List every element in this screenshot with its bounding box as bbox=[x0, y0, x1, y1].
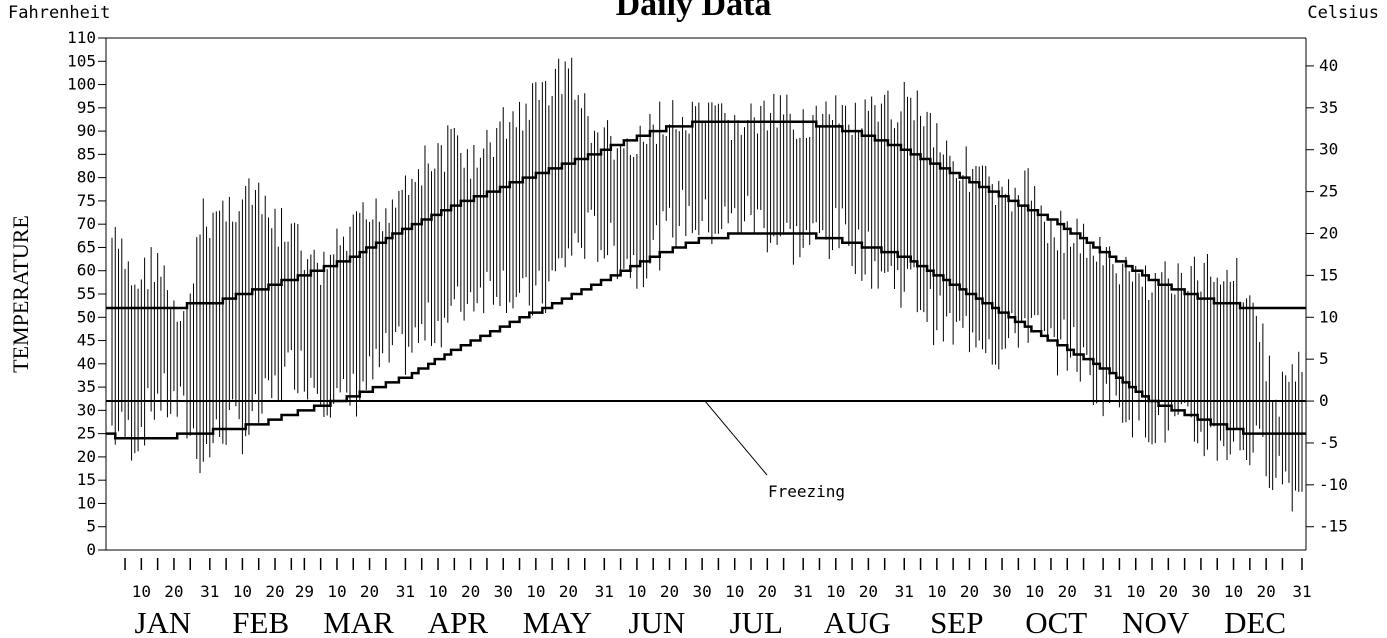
left-tick-label: 80 bbox=[77, 168, 96, 187]
left-tick-label: 35 bbox=[77, 377, 96, 396]
day-tick-label: 31 bbox=[200, 582, 219, 601]
day-tick-label: 31 bbox=[595, 582, 614, 601]
right-axis-unit-label: Celsius bbox=[1307, 3, 1379, 23]
left-tick-label: 70 bbox=[77, 214, 96, 233]
left-tick-label: 15 bbox=[77, 470, 96, 489]
day-tick-label: 20 bbox=[758, 582, 777, 601]
day-tick-label: 10 bbox=[428, 582, 447, 601]
month-label: FEB bbox=[232, 605, 289, 638]
day-tick-label: 10 bbox=[327, 582, 346, 601]
day-tick-label: 10 bbox=[233, 582, 252, 601]
month-label: AUG bbox=[824, 605, 891, 638]
day-tick-label: 20 bbox=[960, 582, 979, 601]
day-tick-label: 10 bbox=[627, 582, 646, 601]
left-tick-label: 90 bbox=[77, 121, 96, 140]
month-label: JAN bbox=[134, 605, 191, 638]
y-axis-title: TEMPERATURE bbox=[8, 215, 33, 373]
day-tick-label: 30 bbox=[1191, 582, 1210, 601]
right-tick-label: -5 bbox=[1319, 433, 1338, 452]
month-label: MAY bbox=[523, 605, 593, 638]
right-tick-label: -15 bbox=[1319, 517, 1348, 536]
freezing-label: Freezing bbox=[768, 482, 845, 501]
freezing-leader-line bbox=[704, 400, 768, 476]
day-tick-label: 31 bbox=[396, 582, 415, 601]
month-label: DEC bbox=[1224, 605, 1286, 638]
day-tick-label: 31 bbox=[1292, 582, 1311, 601]
day-tick-label: 20 bbox=[360, 582, 379, 601]
left-tick-label: 65 bbox=[77, 237, 96, 256]
day-tick-label: 10 bbox=[826, 582, 845, 601]
day-tick-label: 10 bbox=[1025, 582, 1044, 601]
left-tick-label: 55 bbox=[77, 284, 96, 303]
day-tick-label: 30 bbox=[992, 582, 1011, 601]
left-tick-label: 40 bbox=[77, 354, 96, 373]
axes bbox=[98, 37, 1314, 570]
day-tick-label: 10 bbox=[1126, 582, 1145, 601]
day-tick-label: 20 bbox=[859, 582, 878, 601]
right-tick-label: 35 bbox=[1319, 98, 1338, 117]
month-label: JUN bbox=[628, 605, 685, 638]
day-tick-label: 29 bbox=[295, 582, 314, 601]
left-tick-label: 105 bbox=[67, 51, 96, 70]
left-tick-label: 50 bbox=[77, 307, 96, 326]
day-tick-label: 31 bbox=[794, 582, 813, 601]
day-tick-label: 20 bbox=[164, 582, 183, 601]
right-tick-label: 25 bbox=[1319, 182, 1338, 201]
right-tick-label: 40 bbox=[1319, 56, 1338, 75]
right-tick-label: 30 bbox=[1319, 140, 1338, 159]
day-tick-label: 20 bbox=[1058, 582, 1077, 601]
day-tick-label: 30 bbox=[494, 582, 513, 601]
chart-title: Daily Data bbox=[615, 0, 772, 23]
left-axis-unit-label: Fahrenheit bbox=[8, 3, 111, 23]
day-tick-label: 20 bbox=[1159, 582, 1178, 601]
day-tick-label: 20 bbox=[559, 582, 578, 601]
left-tick-label: 30 bbox=[77, 400, 96, 419]
left-tick-label: 10 bbox=[77, 493, 96, 512]
normal-low-line bbox=[106, 232, 1306, 440]
left-tick-label: 45 bbox=[77, 331, 96, 350]
day-tick-label: 10 bbox=[526, 582, 545, 601]
month-label: OCT bbox=[1025, 605, 1087, 638]
day-tick-label: 10 bbox=[132, 582, 151, 601]
right-tick-label: 15 bbox=[1319, 265, 1338, 284]
normal-high-line bbox=[106, 120, 1306, 310]
day-tick-label: 30 bbox=[692, 582, 711, 601]
day-tick-label: 31 bbox=[895, 582, 914, 601]
day-tick-label: 10 bbox=[1224, 582, 1243, 601]
left-tick-label: 0 bbox=[86, 540, 96, 559]
right-tick-label: 5 bbox=[1319, 349, 1329, 368]
left-tick-label: 25 bbox=[77, 424, 96, 443]
right-tick-label: 20 bbox=[1319, 223, 1338, 242]
day-tick-label: 10 bbox=[927, 582, 946, 601]
month-label: MAR bbox=[323, 605, 394, 638]
normal-lines bbox=[106, 120, 1306, 476]
day-tick-label: 31 bbox=[1093, 582, 1112, 601]
left-tick-label: 100 bbox=[67, 75, 96, 94]
right-tick-label: 0 bbox=[1319, 391, 1329, 410]
day-tick-label: 10 bbox=[725, 582, 744, 601]
day-tick-label: 20 bbox=[265, 582, 284, 601]
daily-range-bars bbox=[111, 57, 1303, 512]
day-tick-label: 20 bbox=[461, 582, 480, 601]
left-tick-label: 110 bbox=[67, 28, 96, 47]
month-label: SEP bbox=[930, 605, 983, 638]
left-tick-label: 95 bbox=[77, 98, 96, 117]
month-label: NOV bbox=[1122, 605, 1190, 638]
left-tick-label: 60 bbox=[77, 261, 96, 280]
left-tick-label: 85 bbox=[77, 144, 96, 163]
left-tick-label: 20 bbox=[77, 447, 96, 466]
day-tick-label: 20 bbox=[1257, 582, 1276, 601]
month-label: JUL bbox=[730, 605, 783, 638]
day-tick-label: 20 bbox=[660, 582, 679, 601]
axis-labels: 0510152025303540455055606570758085909510… bbox=[8, 28, 1348, 638]
left-tick-label: 75 bbox=[77, 191, 96, 210]
month-label: APR bbox=[428, 605, 489, 638]
left-tick-label: 5 bbox=[86, 517, 96, 536]
right-tick-label: -10 bbox=[1319, 475, 1348, 494]
right-tick-label: 10 bbox=[1319, 307, 1338, 326]
